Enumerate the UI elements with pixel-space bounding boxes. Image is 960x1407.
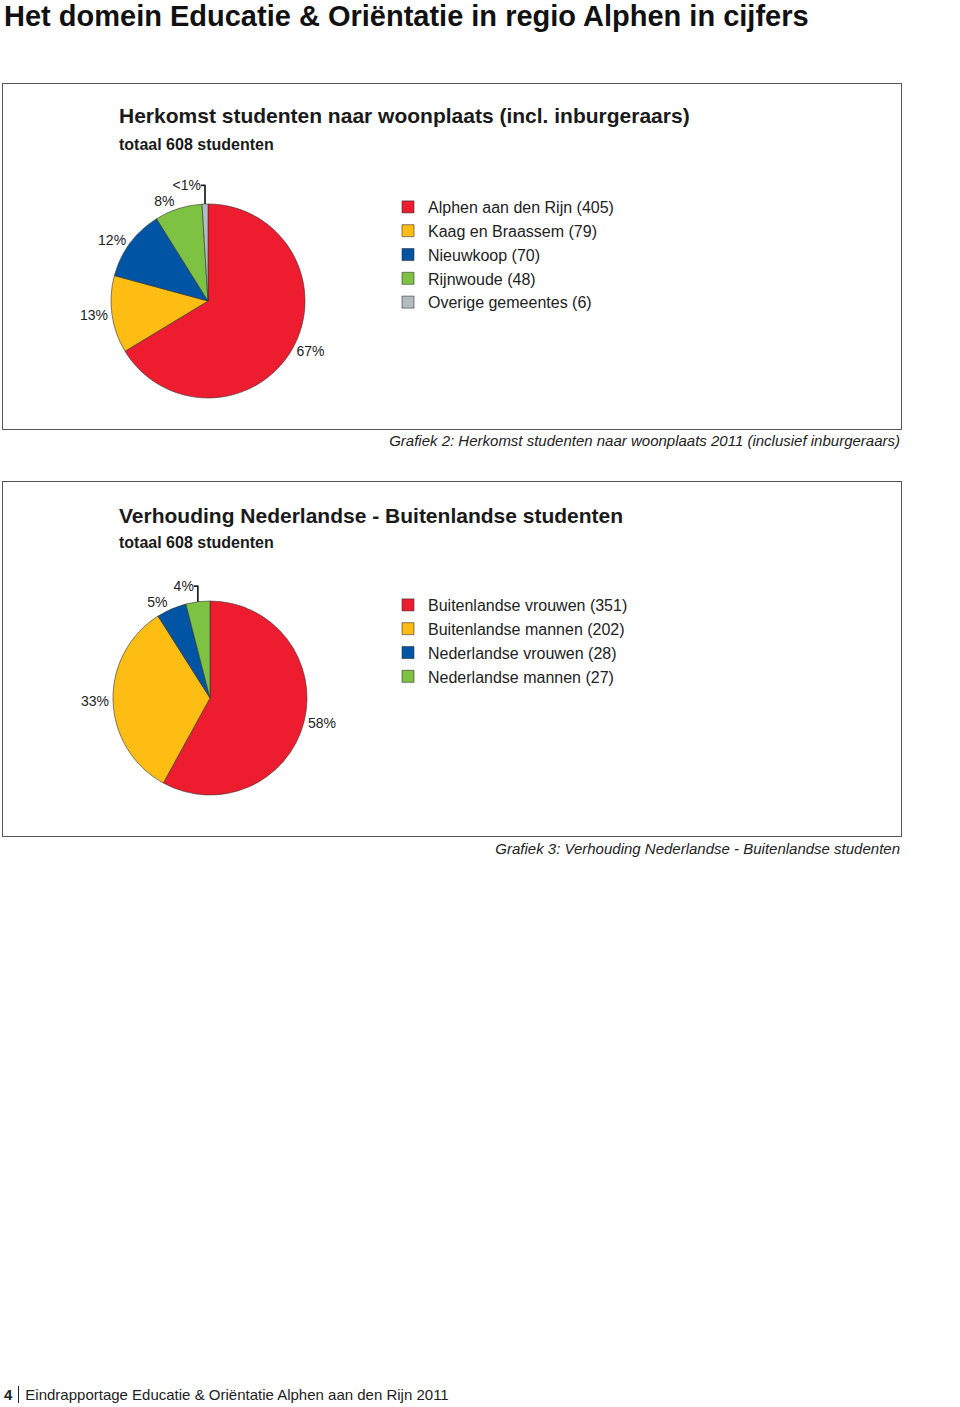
svg-text:Nederlandse mannen (27): Nederlandse mannen (27) (428, 669, 614, 686)
html-text:Grafiek 3: Verhouding Nederlan: Grafiek 3: Verhouding Nederlandse - Buit… (495, 840, 900, 857)
svg-text:4%: 4% (174, 578, 194, 594)
svg-text:Kaag en Braassem (79): Kaag en Braassem (79) (428, 223, 597, 240)
html-text:Eindrapportage Educatie & Orië: Eindrapportage Educatie & Oriëntatie Alp… (25, 1386, 449, 1403)
html-text:Grafiek 2: Herkomst studenten: Grafiek 2: Herkomst studenten naar woonp… (389, 432, 900, 449)
html-text:Het domein Educatie & Oriëntat: Het domein Educatie & Oriëntatie in regi… (4, 0, 809, 32)
svg-text:5%: 5% (147, 594, 167, 610)
svg-text:12%: 12% (98, 232, 126, 248)
html-text:totaal 608 studenten: totaal 608 studenten (119, 136, 274, 153)
svg-text:Nieuwkoop (70): Nieuwkoop (70) (428, 247, 540, 264)
svg-text:Rijnwoude (48): Rijnwoude (48) (428, 271, 536, 288)
svg-text:8%: 8% (154, 193, 174, 209)
svg-text:<1%: <1% (173, 177, 201, 193)
svg-text:Overige gemeentes (6): Overige gemeentes (6) (428, 294, 592, 311)
svg-text:Nederlandse vrouwen (28): Nederlandse vrouwen (28) (428, 645, 617, 662)
html-text:4: 4 (4, 1386, 13, 1403)
svg-text:Buitenlandse vrouwen (351): Buitenlandse vrouwen (351) (428, 597, 627, 614)
html-text:Herkomst studenten naar woonpl: Herkomst studenten naar woonplaats (incl… (119, 104, 690, 127)
svg-text:Buitenlandse mannen (202): Buitenlandse mannen (202) (428, 621, 625, 638)
svg-text:33%: 33% (81, 693, 109, 709)
svg-text:67%: 67% (296, 343, 324, 359)
svg-text:13%: 13% (80, 307, 108, 323)
html-text:totaal 608 studenten: totaal 608 studenten (119, 534, 274, 551)
svg-text:58%: 58% (308, 715, 336, 731)
html-text:Verhouding Nederlandse - Buite: Verhouding Nederlandse - Buitenlandse st… (119, 504, 624, 527)
svg-text:Alphen aan den Rijn (405): Alphen aan den Rijn (405) (428, 199, 614, 216)
